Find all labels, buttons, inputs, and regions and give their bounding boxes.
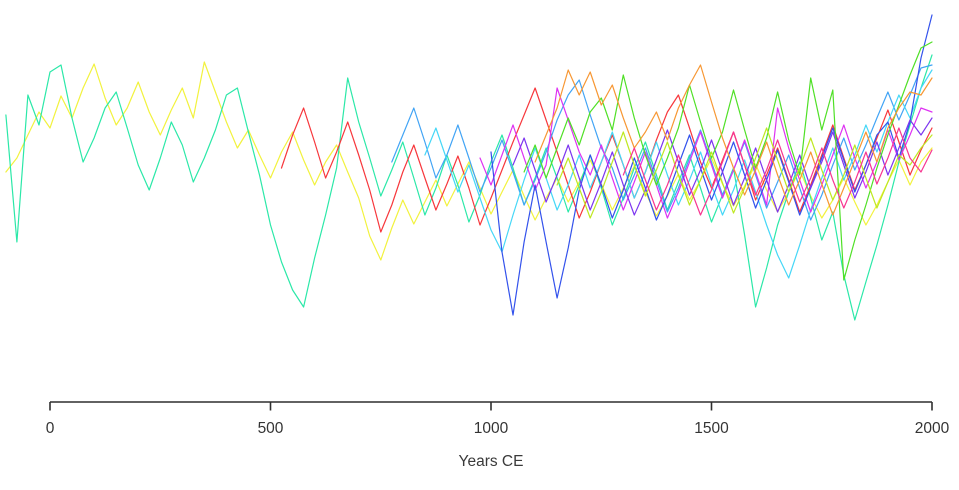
x-tick-label: 2000: [915, 420, 950, 437]
series-royal-blue-line: [490, 14, 933, 316]
series-violet-line: [512, 117, 933, 216]
series-chartreuse-line: [556, 127, 933, 219]
series-spring-green-line: [5, 54, 933, 321]
x-axis: 0 500 1000 1500 2000: [46, 401, 950, 437]
series-orange-line: [534, 64, 933, 216]
series-pink-line: [622, 127, 933, 216]
x-axis-title: Years CE: [459, 453, 524, 470]
series-green-line: [523, 41, 933, 281]
series-lines: [5, 14, 933, 321]
x-tick-label: 500: [258, 420, 284, 437]
x-tick-label: 1000: [474, 420, 509, 437]
x-tick-label: 1500: [694, 420, 729, 437]
x-tick-label: 0: [46, 420, 55, 437]
series-sky-blue-line: [391, 64, 933, 221]
series-magenta-line: [479, 87, 933, 219]
